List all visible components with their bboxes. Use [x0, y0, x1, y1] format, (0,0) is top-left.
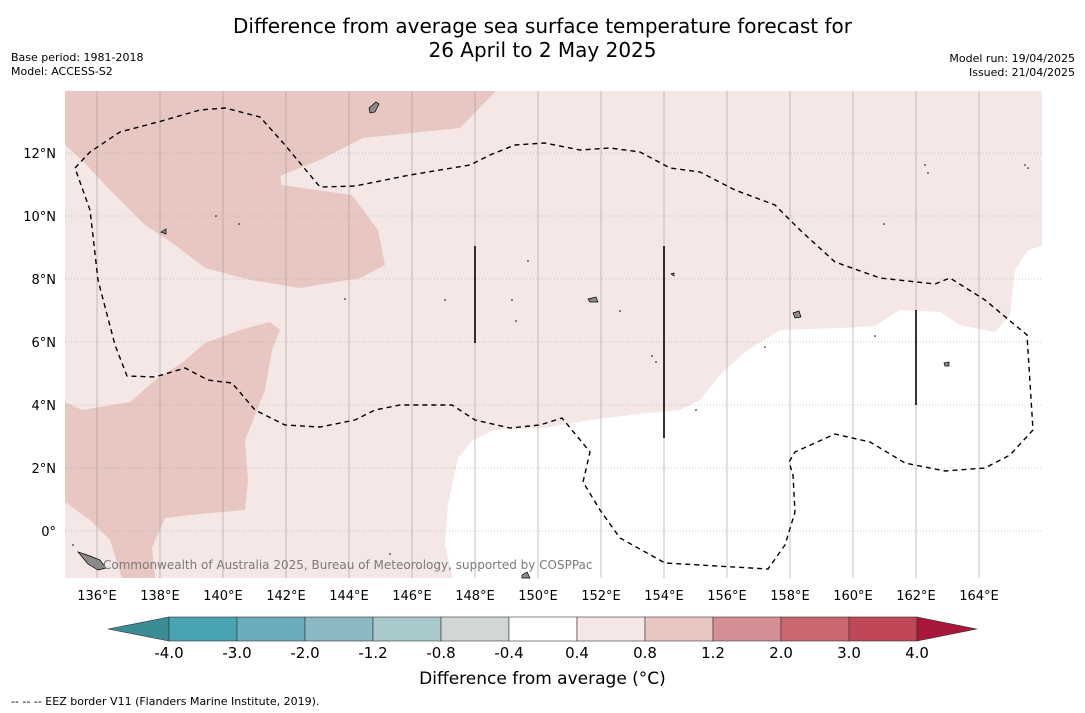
model-run: Model run: 19/04/2025 — [949, 52, 1075, 65]
lat-label: 8°N — [32, 273, 57, 288]
colorbar-tick: 0.8 — [633, 644, 657, 662]
eez-borders — [74, 107, 1034, 570]
lat-label: 4°N — [32, 399, 57, 414]
warm-region-northwest — [65, 91, 496, 288]
lat-label: 2°N — [32, 462, 57, 477]
lon-label: 152°E — [581, 589, 621, 604]
lon-label: 146°E — [392, 589, 432, 604]
lon-label: 138°E — [140, 589, 180, 604]
colorbar-high-extension — [916, 616, 978, 642]
colorbar-segment — [304, 616, 374, 642]
colorbar-tick: -1.2 — [358, 644, 387, 662]
island-8 — [521, 571, 531, 579]
run-info: Model run: 19/04/2025 Issued: 21/04/2025 — [949, 52, 1075, 80]
island-7 — [76, 551, 107, 571]
eez-border-palau-fsm — [74, 107, 1034, 570]
colorbar-tick: -0.4 — [494, 644, 523, 662]
lon-label: 150°E — [518, 589, 558, 604]
colorbar-segment — [508, 616, 578, 642]
island-1 — [368, 101, 380, 114]
colorbar-low-extension — [107, 616, 170, 642]
lat-label: 12°N — [23, 147, 56, 162]
lon-label: 162°E — [896, 589, 936, 604]
lon-label: 154°E — [644, 589, 684, 604]
map-attribution: Commonwealth of Australia 2025, Bureau o… — [103, 558, 593, 572]
map-panel — [65, 91, 1042, 579]
colorbar-segment — [440, 616, 510, 642]
island-3 — [587, 296, 599, 303]
colorbar-segment — [236, 616, 306, 642]
colorbar-tick: -2.0 — [290, 644, 319, 662]
colorbar-title: Difference from average (°C) — [419, 669, 666, 689]
chart-title: Difference from average sea surface temp… — [0, 14, 1085, 62]
lon-label: 136°E — [77, 589, 117, 604]
eez-footnote: -- -- -- EEZ border V11 (Flanders Marine… — [11, 695, 320, 708]
lat-label: 6°N — [32, 336, 57, 351]
colorbar-tick: 4.0 — [905, 644, 929, 662]
colorbar-segment — [848, 616, 918, 642]
colorbar-segment — [168, 616, 238, 642]
title-line-1: Difference from average sea surface temp… — [232, 14, 852, 38]
colorbar-tick: 2.0 — [769, 644, 793, 662]
title-line-2: 26 April to 2 May 2025 — [428, 38, 657, 62]
base-info: Base period: 1981-2018 Model: ACCESS-S2 — [11, 51, 143, 79]
colorbar-segment — [780, 616, 850, 642]
island-5 — [943, 361, 950, 367]
warm-region-southwest — [65, 322, 280, 578]
islands — [76, 101, 950, 579]
island-2 — [160, 228, 167, 235]
colorbar-segment — [712, 616, 782, 642]
island-4 — [792, 310, 802, 319]
colorbar — [107, 616, 978, 642]
solid-borders — [474, 246, 917, 438]
colorbar-tick: -3.0 — [222, 644, 251, 662]
lon-label: 156°E — [707, 589, 747, 604]
lon-label: 144°E — [329, 589, 369, 604]
colorbar-tick: -4.0 — [154, 644, 183, 662]
base-period: Base period: 1981-2018 — [11, 51, 144, 64]
lon-label: 148°E — [455, 589, 495, 604]
colorbar-segment — [576, 616, 646, 642]
lon-label: 140°E — [203, 589, 243, 604]
graticule — [65, 91, 1042, 578]
lon-label: 158°E — [770, 589, 810, 604]
model-name: Model: ACCESS-S2 — [11, 65, 113, 78]
lon-label: 142°E — [266, 589, 306, 604]
colorbar-tick: 0.4 — [565, 644, 589, 662]
colorbar-tick-labels: -4.0 -3.0 -2.0 -1.2 -0.8 -0.4 0.4 0.8 1.… — [154, 644, 929, 662]
issued-date: Issued: 21/04/2025 — [968, 66, 1075, 79]
colorbar-segment — [644, 616, 714, 642]
island-dots — [72, 164, 1029, 555]
colorbar-tick: -0.8 — [426, 644, 455, 662]
colorbar-segment — [372, 616, 442, 642]
colorbar-tick: 3.0 — [837, 644, 861, 662]
latitude-labels: 12°N 10°N 8°N 6°N 4°N 2°N 0° — [23, 147, 56, 540]
lon-label: 160°E — [833, 589, 873, 604]
lon-label: 164°E — [959, 589, 999, 604]
lat-label: 0° — [41, 525, 56, 540]
colorbar-tick: 1.2 — [701, 644, 725, 662]
longitude-labels: 136°E 138°E 140°E 142°E 144°E 146°E 148°… — [77, 589, 999, 604]
lat-label: 10°N — [23, 210, 56, 225]
island-6 — [670, 272, 675, 277]
neutral-region-southeast — [445, 246, 1042, 578]
